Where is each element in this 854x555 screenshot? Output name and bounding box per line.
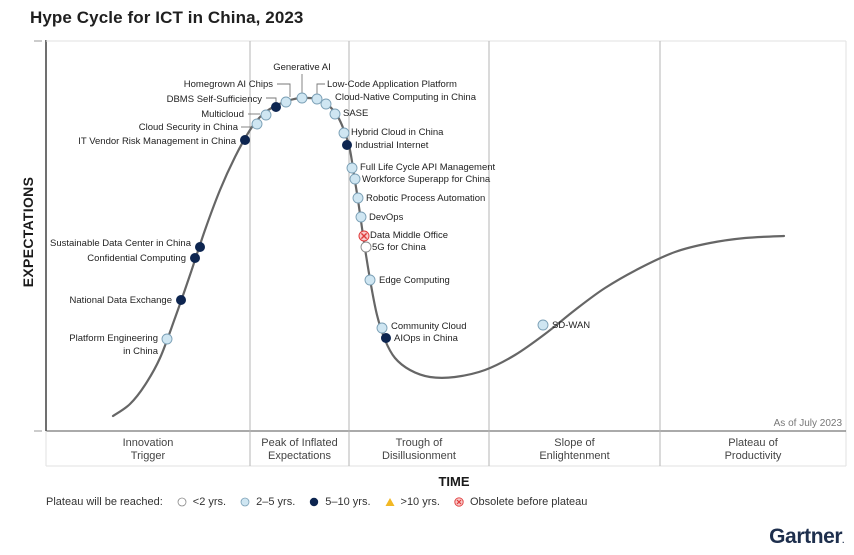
label-platform-engineering-in-china-line2: in China (123, 346, 159, 357)
label-community-cloud: Community Cloud (391, 321, 467, 332)
marker-industrial-internet[interactable] (342, 140, 352, 150)
leader-line-homegrown-ai-chips (277, 83, 291, 97)
label-full-life-cycle-api-management: Full Life Cycle API Management (360, 162, 496, 173)
legend-item-gt10: >10 yrs. (385, 496, 440, 508)
leader-line-low-code-application-platform (316, 83, 325, 94)
legend-item-obsolete: Obsolete before plateau (454, 496, 587, 508)
label-sd-wan: SD-WAN (552, 320, 590, 331)
label-multicloud: Multicloud (201, 109, 244, 120)
marker-dbms-self-sufficiency[interactable] (271, 102, 281, 112)
legend: Plateau will be reached: <2 yrs. 2–5 yrs… (46, 496, 587, 508)
label-sase: SASE (343, 108, 368, 119)
phase-label: Trough of Disillusionment (382, 437, 456, 462)
marker-workforce-superapp-for-china[interactable] (349, 173, 361, 185)
marker-homegrown-ai-chips[interactable] (280, 96, 292, 108)
phase-label: Innovation Trigger (122, 437, 174, 462)
marker-5g-for-china[interactable] (360, 241, 372, 253)
label-it-vendor-risk-management-in-china: IT Vendor Risk Management in China (78, 136, 236, 147)
hype-curve (111, 96, 786, 418)
marker-sase[interactable] (329, 108, 341, 120)
label-sustainable-data-center-in-china: Sustainable Data Center in China (50, 238, 192, 249)
legend-item-5to10: 5–10 yrs. (309, 496, 371, 508)
label-industrial-internet: Industrial Internet (355, 140, 429, 151)
label-data-middle-office: Data Middle Office (370, 230, 448, 241)
label-5g-for-china: 5G for China (372, 242, 427, 253)
label-confidential-computing: Confidential Computing (87, 253, 186, 264)
marker-low-code-application-platform[interactable] (311, 93, 323, 105)
white-circle-icon (177, 497, 187, 507)
marker-sd-wan[interactable] (537, 319, 549, 331)
marker-multicloud[interactable] (260, 109, 272, 121)
phase-label: Peak of Inflated Expectations (261, 437, 338, 462)
marker-devops[interactable] (355, 211, 367, 223)
label-aiops-in-china: AIOps in China (394, 333, 459, 344)
label-homegrown-ai-chips: Homegrown AI Chips (184, 79, 273, 90)
marker-community-cloud[interactable] (376, 322, 388, 334)
label-hybrid-cloud-in-china: Hybrid Cloud in China (351, 127, 444, 138)
light-blue-circle-icon (240, 497, 250, 507)
marker-edge-computing[interactable] (364, 274, 376, 286)
label-platform-engineering-in-china-line1: Platform Engineering (69, 333, 158, 344)
label-low-code-application-platform: Low-Code Application Platform (327, 79, 457, 90)
as-of-date: As of July 2023 (773, 418, 842, 429)
legend-item-2to5: 2–5 yrs. (240, 496, 295, 508)
marker-full-life-cycle-api-management[interactable] (346, 162, 358, 174)
legend-item-lt2: <2 yrs. (177, 496, 226, 508)
marker-data-middle-office[interactable] (358, 230, 370, 242)
marker-it-vendor-risk-management-in-china[interactable] (240, 135, 250, 145)
marker-robotic-process-automation[interactable] (352, 192, 364, 204)
marker-sustainable-data-center-in-china[interactable] (195, 242, 205, 252)
label-robotic-process-automation: Robotic Process Automation (366, 193, 485, 204)
marker-generative-ai[interactable] (296, 92, 308, 104)
y-axis-label: EXPECTATIONS (20, 176, 36, 288)
x-axis-label: TIME (438, 474, 470, 489)
marker-national-data-exchange[interactable] (176, 295, 186, 305)
label-cloud-security-in-china: Cloud Security in China (139, 122, 239, 133)
legend-title: Plateau will be reached: (46, 496, 163, 508)
marker-aiops-in-china[interactable] (381, 333, 391, 343)
leader-line-dbms-self-sufficiency (266, 97, 277, 102)
phase-label: Plateau of Productivity (724, 437, 782, 462)
yellow-triangle-icon (385, 498, 395, 506)
label-devops: DevOps (369, 212, 404, 223)
label-workforce-superapp-for-china: Workforce Superapp for China (362, 174, 491, 185)
navy-circle-icon (310, 497, 319, 507)
marker-cloud-native-computing-in-china[interactable] (320, 98, 332, 110)
label-generative-ai: Generative AI (273, 62, 331, 73)
label-edge-computing: Edge Computing (379, 275, 450, 286)
label-national-data-exchange: National Data Exchange (70, 295, 172, 306)
marker-platform-engineering-in-china[interactable] (161, 333, 173, 345)
gartner-logo: Gartner. (769, 525, 844, 548)
label-dbms-self-sufficiency: DBMS Self-Sufficiency (167, 94, 263, 105)
phase-label: Slope of Enlightenment (539, 437, 610, 462)
marker-cloud-security-in-china[interactable] (251, 118, 263, 130)
marker-hybrid-cloud-in-china[interactable] (338, 127, 350, 139)
marker-confidential-computing[interactable] (190, 253, 200, 263)
red-x-circle-icon (454, 497, 464, 507)
chart-title: Hype Cycle for ICT in China, 2023 (30, 8, 304, 27)
label-cloud-native-computing-in-china: Cloud-Native Computing in China (335, 92, 477, 103)
